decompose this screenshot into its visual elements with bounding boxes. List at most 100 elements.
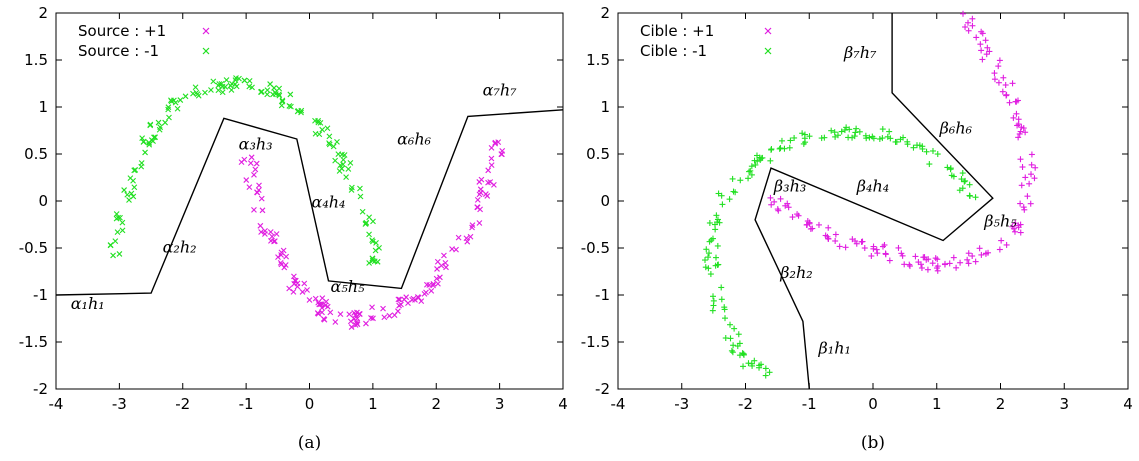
data-point xyxy=(991,76,998,83)
data-point xyxy=(269,233,275,240)
data-point xyxy=(339,151,345,158)
data-point xyxy=(768,201,775,208)
data-point xyxy=(287,91,294,98)
data-point xyxy=(403,294,410,301)
data-point xyxy=(488,155,495,162)
data-point xyxy=(374,258,381,265)
data-point xyxy=(271,85,277,91)
data-point xyxy=(276,91,282,98)
data-point xyxy=(721,306,728,313)
data-point xyxy=(1026,180,1033,187)
data-point xyxy=(474,204,481,211)
data-point xyxy=(873,246,880,253)
data-point xyxy=(965,260,972,267)
data-point xyxy=(357,193,364,200)
data-point xyxy=(978,47,985,54)
segment-annotation: α₄h₄ xyxy=(312,193,346,212)
data-point xyxy=(236,75,242,82)
y-tick-label: -1 xyxy=(33,286,48,304)
y-tick-label: 0.5 xyxy=(24,145,48,163)
data-point xyxy=(357,185,363,192)
data-point xyxy=(359,208,366,215)
data-point xyxy=(923,148,930,155)
data-point xyxy=(147,121,154,128)
data-point xyxy=(291,277,298,284)
data-point xyxy=(791,134,798,141)
data-point xyxy=(347,160,354,166)
data-point xyxy=(276,85,283,92)
data-point xyxy=(368,315,374,321)
data-point xyxy=(131,167,138,174)
data-point xyxy=(396,302,403,309)
data-point xyxy=(965,19,972,26)
data-point xyxy=(233,83,240,90)
data-point xyxy=(713,212,720,219)
data-point xyxy=(969,22,976,29)
x-tick-label: -3 xyxy=(112,395,127,413)
x-tick-label: 0 xyxy=(305,395,315,413)
data-point xyxy=(347,318,354,325)
data-point xyxy=(879,135,886,142)
data-point xyxy=(886,257,893,264)
x-tick-label: 3 xyxy=(495,395,505,413)
data-point xyxy=(243,177,250,183)
data-point xyxy=(279,98,286,105)
data-point xyxy=(491,181,497,188)
data-point xyxy=(277,259,284,266)
panel-a: -4 -3 -2 -1 0 1 2 3 4 -2 -1.5 -1 -0.5 0 0.5 1 1.5 2 α₁h₁ α₂… xyxy=(19,4,568,453)
data-point xyxy=(777,195,784,202)
data-point xyxy=(977,41,984,48)
data-point xyxy=(228,87,235,93)
data-point xyxy=(978,251,985,258)
data-point xyxy=(740,363,747,370)
data-point xyxy=(372,247,379,254)
y-tick-label: -1.5 xyxy=(19,333,48,351)
data-point xyxy=(241,156,248,163)
data-point xyxy=(219,89,226,96)
data-point xyxy=(906,263,913,270)
data-point xyxy=(298,109,304,116)
data-point xyxy=(745,360,752,367)
data-point xyxy=(1032,164,1039,171)
data-point xyxy=(882,251,889,258)
data-point xyxy=(737,177,744,184)
data-point xyxy=(1006,99,1013,106)
data-point xyxy=(464,238,471,245)
data-point xyxy=(443,264,449,271)
data-point xyxy=(996,246,1003,253)
data-point xyxy=(324,125,331,132)
x-tick-label: 3 xyxy=(1059,395,1069,413)
data-point xyxy=(802,139,809,146)
data-point xyxy=(705,265,712,272)
data-point xyxy=(843,124,850,131)
data-point xyxy=(958,176,965,183)
data-point xyxy=(366,260,373,266)
data-point xyxy=(912,253,919,260)
data-point xyxy=(256,182,262,189)
data-point xyxy=(343,174,350,180)
data-point xyxy=(879,243,886,250)
data-point xyxy=(957,259,964,266)
data-point xyxy=(870,135,877,142)
data-point xyxy=(278,249,285,256)
data-point xyxy=(841,127,848,134)
data-point xyxy=(267,229,274,235)
data-point xyxy=(453,246,459,253)
data-point xyxy=(495,139,502,146)
data-point xyxy=(192,84,199,91)
data-point xyxy=(124,191,131,198)
data-point xyxy=(467,233,474,240)
data-point xyxy=(748,171,755,178)
data-point xyxy=(985,249,992,256)
data-point xyxy=(113,215,120,222)
data-point xyxy=(722,315,729,322)
data-point xyxy=(373,239,379,246)
data-point xyxy=(924,266,931,273)
data-point xyxy=(246,83,253,90)
data-point xyxy=(127,175,134,182)
data-point xyxy=(295,108,302,114)
data-point xyxy=(897,136,904,143)
data-point xyxy=(354,320,360,327)
data-point xyxy=(969,253,976,260)
